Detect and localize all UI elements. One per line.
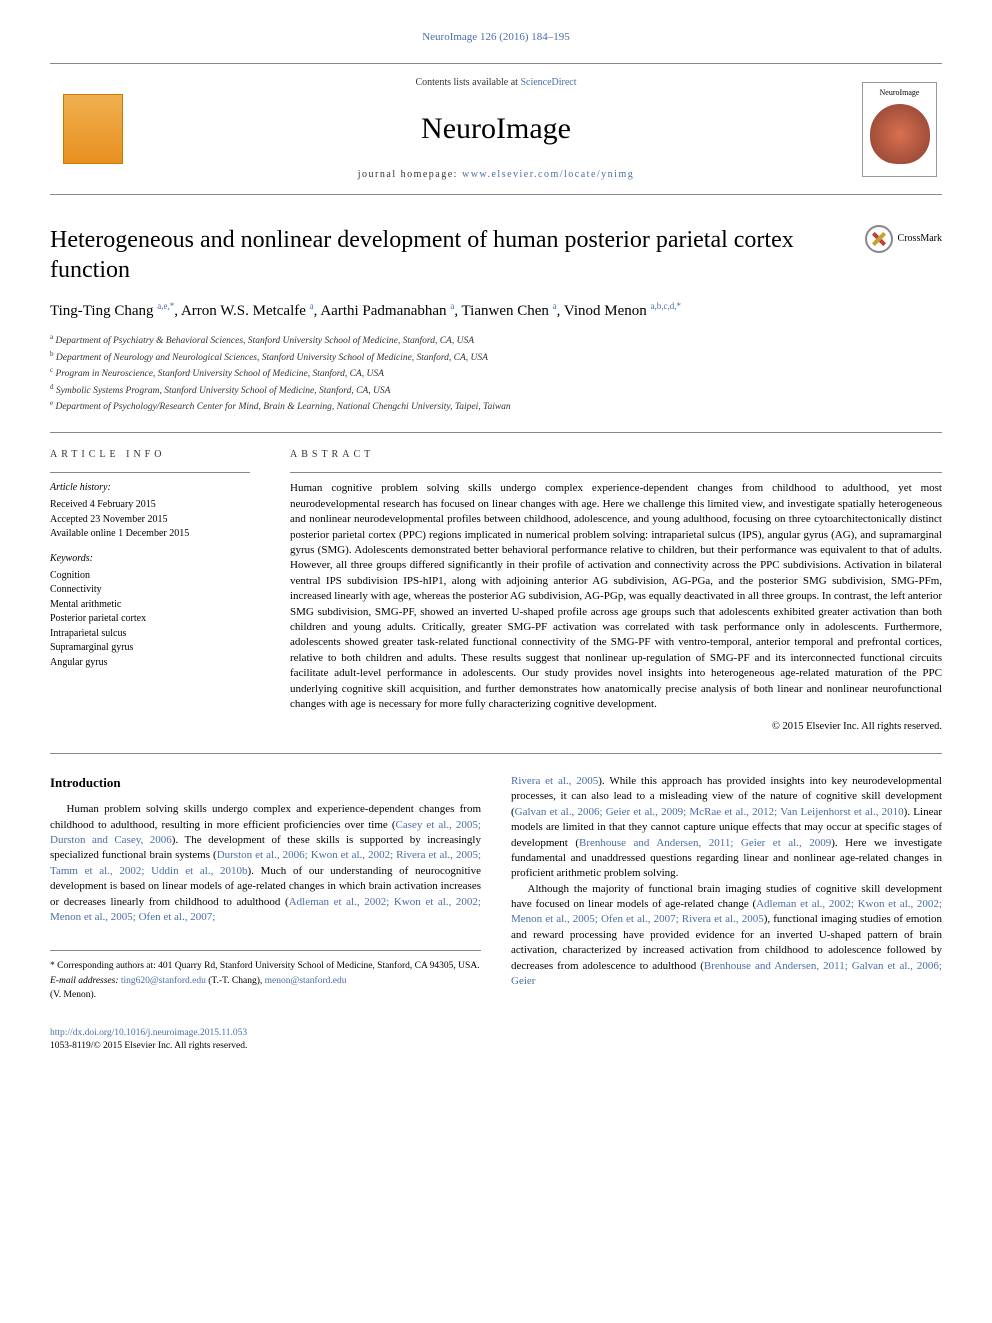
keyword-item: Supramarginal gyrus <box>50 641 250 656</box>
keyword-item: Connectivity <box>50 583 250 598</box>
crossmark-badge[interactable]: CrossMark <box>865 225 942 253</box>
intro-heading: Introduction <box>50 774 481 792</box>
history-item: Received 4 February 2015 <box>50 498 250 513</box>
keyword-item: Mental arithmetic <box>50 598 250 613</box>
intro-para-2: Rivera et al., 2005). While this approac… <box>511 774 942 882</box>
citation-link[interactable]: NeuroImage 126 (2016) 184–195 <box>50 30 942 45</box>
email-link-2[interactable]: menon@stanford.edu <box>265 976 347 986</box>
corresponding-note: * Corresponding authors at: 401 Quarry R… <box>50 959 481 973</box>
intro-para-1: Human problem solving skills undergo com… <box>50 802 481 925</box>
history-item: Available online 1 December 2015 <box>50 527 250 542</box>
keyword-item: Intraparietal sulcus <box>50 627 250 642</box>
keyword-item: Angular gyrus <box>50 656 250 671</box>
keyword-item: Cognition <box>50 569 250 584</box>
contents-available: Contents lists available at ScienceDirec… <box>135 76 857 90</box>
masthead: Contents lists available at ScienceDirec… <box>50 63 942 195</box>
email-link-1[interactable]: ting620@stanford.edu <box>121 976 206 986</box>
journal-cover[interactable]: NeuroImage <box>857 82 942 177</box>
journal-homepage: journal homepage: www.elsevier.com/locat… <box>135 168 857 182</box>
copyright: © 2015 Elsevier Inc. All rights reserved… <box>290 720 942 735</box>
homepage-url[interactable]: www.elsevier.com/locate/ynimg <box>462 169 634 180</box>
doi-link[interactable]: http://dx.doi.org/10.1016/j.neuroimage.2… <box>50 1028 247 1038</box>
crossmark-icon <box>865 225 893 253</box>
article-title: Heterogeneous and nonlinear development … <box>50 225 830 285</box>
keywords-label: Keywords: <box>50 552 250 566</box>
sciencedirect-link[interactable]: ScienceDirect <box>520 77 576 88</box>
footnotes: * Corresponding authors at: 401 Quarry R… <box>50 950 481 1002</box>
keyword-item: Posterior parietal cortex <box>50 612 250 627</box>
article-info: article info Article history: Received 4… <box>50 448 250 735</box>
body-two-column: Introduction Human problem solving skill… <box>50 774 942 1054</box>
email-note: E-mail addresses: ting620@stanford.edu (… <box>50 974 481 1003</box>
abstract: abstract Human cognitive problem solving… <box>290 448 942 735</box>
history-item: Accepted 23 November 2015 <box>50 513 250 528</box>
abstract-head: abstract <box>290 448 942 462</box>
doi-block: http://dx.doi.org/10.1016/j.neuroimage.2… <box>50 1027 481 1054</box>
authors-list: Ting-Ting Chang a,e,*, Arron W.S. Metcal… <box>50 300 942 322</box>
elsevier-logo[interactable] <box>50 94 135 164</box>
journal-name: NeuroImage <box>135 108 857 150</box>
abstract-text: Human cognitive problem solving skills u… <box>290 481 942 712</box>
history-label: Article history: <box>50 481 250 495</box>
intro-para-3: Although the majority of functional brai… <box>511 882 942 990</box>
issn-copyright: 1053-8119/© 2015 Elsevier Inc. All right… <box>50 1041 247 1051</box>
article-info-head: article info <box>50 448 250 462</box>
affiliations: a Department of Psychiatry & Behavioral … <box>50 332 942 414</box>
